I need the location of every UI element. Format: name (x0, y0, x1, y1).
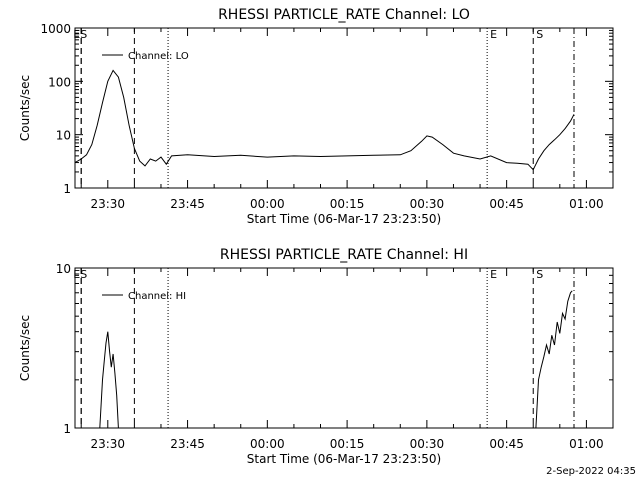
y-tick-label: 10 (56, 129, 71, 143)
event-marker-label: E (490, 28, 497, 41)
event-marker-label: S (80, 28, 87, 41)
y-tick-label: 1000 (40, 22, 71, 36)
y-tick-label: 1 (63, 182, 71, 196)
y-axis-label: Counts/sec (18, 75, 32, 141)
chart-panel-lo: RHESSI PARTICLE_RATE Channel: LO Start Ti… (18, 7, 614, 226)
x-tick-label: 23:45 (170, 437, 205, 451)
x-tick-label: 00:30 (410, 437, 445, 451)
x-tick-label: 00:45 (489, 197, 524, 211)
x-axis-label: Start Time (06-Mar-17 23:23:50) (247, 452, 441, 466)
legend-entry: Channel: HI (128, 291, 186, 302)
y-tick-label: 100 (48, 75, 71, 89)
plot-frame (74, 267, 614, 429)
event-marker-label: E (73, 268, 80, 281)
x-tick-label: 01:00 (569, 437, 604, 451)
chart-title: RHESSI PARTICLE_RATE Channel: LO (218, 7, 470, 23)
x-tick-label: 00:45 (489, 437, 524, 451)
legend-entry: Channel: LO (128, 51, 189, 62)
event-marker-label: E (73, 28, 80, 41)
x-tick-label: 23:30 (90, 437, 125, 451)
event-marker-label: S (80, 268, 87, 281)
y-tick-label: 1 (63, 422, 71, 436)
chart-title: RHESSI PARTICLE_RATE Channel: HI (220, 247, 468, 263)
x-tick-label: 00:15 (330, 437, 365, 451)
event-marker-label: S (536, 268, 543, 281)
data-series-line (535, 290, 573, 429)
plot-frame (74, 27, 614, 189)
y-axis-label: Counts/sec (18, 315, 32, 381)
x-axis-label: Start Time (06-Mar-17 23:23:50) (247, 212, 441, 226)
x-tick-label: 00:00 (250, 197, 285, 211)
x-tick-label: 23:30 (90, 197, 125, 211)
event-marker-label: E (490, 268, 497, 281)
footer-date: 2-Sep-2022 04:35 (546, 466, 636, 477)
event-marker-label: S (536, 28, 543, 41)
x-tick-label: 00:30 (410, 197, 445, 211)
x-tick-label: 00:15 (330, 197, 365, 211)
data-series-line (74, 69, 575, 171)
x-tick-label: 23:45 (170, 197, 205, 211)
chart-panel-hi: RHESSI PARTICLE_RATE Channel: HI Start Ti… (18, 247, 614, 466)
x-tick-label: 01:00 (569, 197, 604, 211)
x-tick-label: 00:00 (250, 437, 285, 451)
y-tick-label: 10 (56, 262, 71, 276)
data-series-line (99, 331, 119, 429)
